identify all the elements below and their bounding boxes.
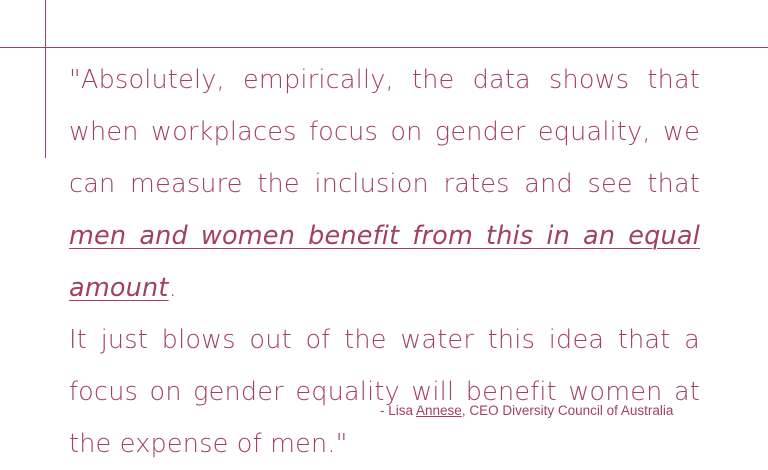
attribution-surname: Annese: [416, 403, 462, 418]
quote-attribution: - Lisa Annese, CEO Diversity Council of …: [380, 403, 673, 418]
vertical-divider-line: [45, 0, 46, 158]
quote-paragraph-1: "Absolutely, empirically, the data shows…: [69, 54, 700, 314]
quote-part-1-end: .: [168, 273, 177, 303]
attribution-suffix: , CEO Diversity Council of Australia: [461, 403, 674, 418]
horizontal-divider-line: [0, 47, 768, 48]
quote-paragraph-2: It just blows out of the water this idea…: [69, 325, 700, 459]
quote-part-1: "Absolutely, empirically, the data shows…: [69, 65, 700, 199]
quote-emphasis: men and women benefit from this in an eq…: [69, 221, 700, 303]
attribution-prefix: - Lisa: [380, 403, 417, 418]
